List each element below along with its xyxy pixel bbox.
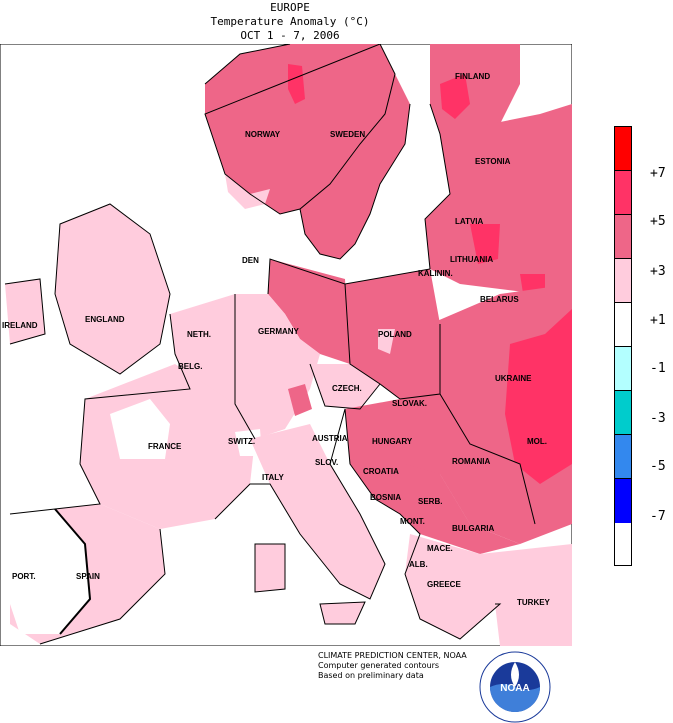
label-italy: ITALY <box>262 473 284 482</box>
label-macedonia: MACE. <box>427 544 453 553</box>
label-moldova: MOL. <box>527 437 547 446</box>
label-czech: CZECH. <box>332 384 362 393</box>
legend-tick-plus1: +1 <box>650 313 666 328</box>
label-croatia: CROATIA <box>363 467 399 476</box>
label-lithuania: LITHUANIA <box>450 255 493 264</box>
romania-region <box>400 394 535 524</box>
france-white <box>110 399 170 459</box>
legend-tick-plus7: +7 <box>650 166 666 181</box>
legend-swatch-3-5 <box>615 215 631 259</box>
germany-north <box>268 259 350 364</box>
poland-light <box>378 329 395 354</box>
legend-swatch-minus7 <box>615 479 631 523</box>
baltics-region <box>425 104 572 324</box>
france-region <box>80 364 255 529</box>
legend-swatch-m7-m5 <box>615 435 631 479</box>
credit-line-3: Based on preliminary data <box>318 671 424 680</box>
legend-swatch-5-7 <box>615 171 631 215</box>
legend-tick-minus3: -3 <box>650 411 666 426</box>
legend-tick-plus5: +5 <box>650 214 666 229</box>
legend-swatch-m3-m1 <box>615 347 631 391</box>
label-france: FRANCE <box>148 442 182 451</box>
label-portugal: PORT. <box>12 572 36 581</box>
sweden-region <box>300 74 410 259</box>
austria-red <box>288 384 312 416</box>
credit-line-2: Computer generated contours <box>318 661 440 670</box>
label-ukraine: UKRAINE <box>495 374 532 383</box>
label-netherlands: NETH. <box>187 330 211 339</box>
label-norway: NORWAY <box>245 130 281 139</box>
label-slovenia: SLOV. <box>315 458 338 467</box>
label-finland: FINLAND <box>455 72 490 81</box>
label-greece: GREECE <box>427 580 461 589</box>
map-variable-title: Temperature Anomaly (°C) <box>210 15 370 28</box>
label-estonia: ESTONIA <box>475 157 511 166</box>
label-latvia: LATVIA <box>455 217 484 226</box>
label-kaliningrad: KALININ. <box>418 269 453 278</box>
credit-line-1: CLIMATE PREDICTION CENTER, NOAA <box>318 651 467 660</box>
temperature-anomaly-map: FINLAND NORWAY SWEDEN ESTONIA LATVIA LIT… <box>0 44 572 646</box>
label-turkey: TURKEY <box>517 598 551 607</box>
ukraine-core <box>505 309 572 484</box>
label-serbia: SERB. <box>418 497 442 506</box>
turkey-region <box>480 544 572 646</box>
norway-region <box>205 44 395 214</box>
legend-tick-plus3: +3 <box>650 264 666 279</box>
map-region-title: EUROPE <box>270 1 310 14</box>
label-hungary: HUNGARY <box>372 437 413 446</box>
legend-swatch-m1-1 <box>615 303 631 347</box>
finland-core <box>440 74 470 119</box>
color-legend <box>614 126 632 566</box>
italy-region <box>250 424 385 599</box>
britain-region <box>55 204 170 374</box>
label-ireland: IRELAND <box>2 321 38 330</box>
label-albania: ALB. <box>409 560 428 569</box>
noaa-logo: NOAA <box>479 651 551 723</box>
noaa-logo-text: NOAA <box>500 683 529 694</box>
label-poland: POLAND <box>378 330 412 339</box>
label-england: ENGLAND <box>85 315 125 324</box>
label-denmark: DEN <box>242 256 259 265</box>
legend-tick-minus1: -1 <box>650 361 666 376</box>
greece-region <box>405 534 500 639</box>
ireland-region <box>5 279 45 344</box>
baltics-core <box>470 224 500 264</box>
map-period-title: OCT 1 - 7, 2006 <box>240 29 340 42</box>
legend-swatch-1-3 <box>615 259 631 303</box>
label-belgium: BELG. <box>178 362 202 371</box>
credit-block: CLIMATE PREDICTION CENTER, NOAA Computer… <box>318 651 467 681</box>
label-romania: ROMANIA <box>452 457 490 466</box>
label-bosnia: BOSNIA <box>370 493 401 502</box>
legend-tick-minus7: -7 <box>650 509 666 524</box>
sicily-region <box>320 602 365 624</box>
label-belarus: BELARUS <box>480 295 519 304</box>
coastline-outlines <box>4 44 536 645</box>
legend-swatch-plus7 <box>615 127 631 171</box>
label-germany: GERMANY <box>258 327 300 336</box>
label-switzerland: SWITZ. <box>228 437 255 446</box>
czech-region <box>310 364 380 409</box>
sardinia-region <box>255 544 285 592</box>
label-sweden: SWEDEN <box>330 130 365 139</box>
label-spain: SPAIN <box>76 572 100 581</box>
label-bulgaria: BULGARIA <box>452 524 494 533</box>
legend-tick-minus5: -5 <box>650 459 666 474</box>
legend-swatch-m5-m3 <box>615 391 631 435</box>
norway-core <box>288 64 305 104</box>
iberia-white <box>10 509 90 634</box>
label-austria: AUSTRIA <box>312 434 348 443</box>
label-slovakia: SLOVAK. <box>392 399 427 408</box>
balkans-region <box>345 394 520 554</box>
label-montenegro: MONT. <box>400 517 425 526</box>
